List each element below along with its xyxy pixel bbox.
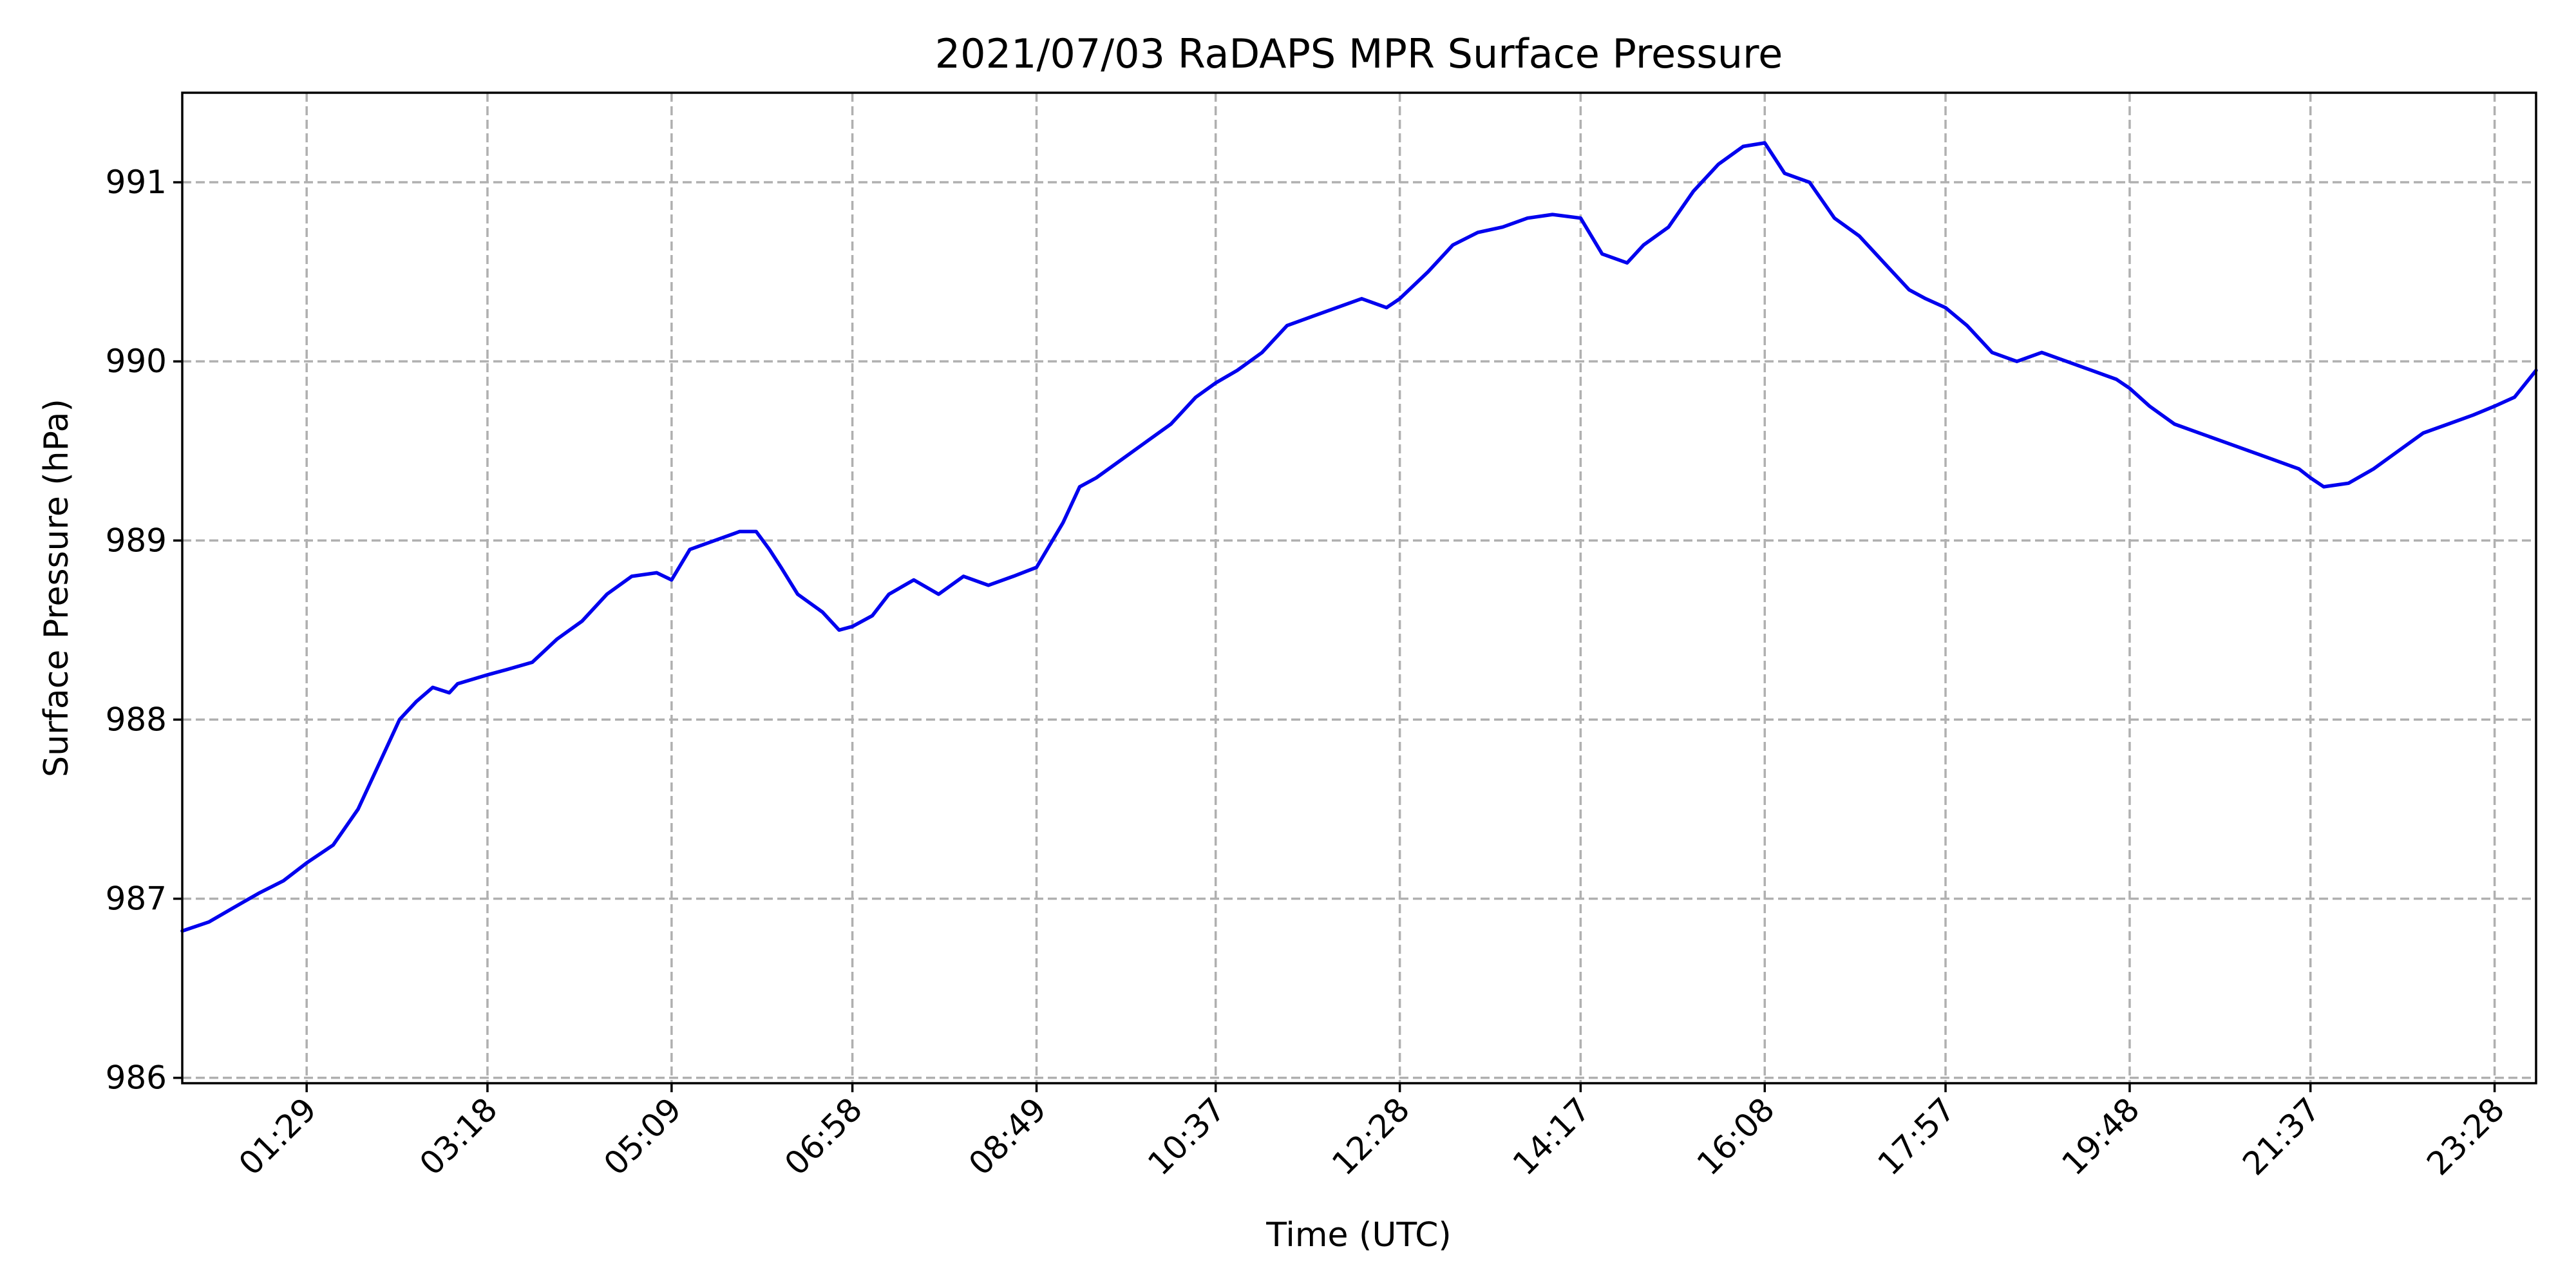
x-axis-ticks: 01:29 03:18 05:09 06:58 08:49 10:37 12:28 14:17… bbox=[232, 1083, 2512, 1182]
y-tick-label-2: 988 bbox=[106, 701, 167, 738]
grid-lines bbox=[182, 93, 2536, 1083]
y-tick-label-0: 986 bbox=[106, 1059, 167, 1097]
chart-title: 2021/07/03 RaDAPS MPR Surface Pressure bbox=[935, 30, 1783, 77]
y-tick-label-5: 991 bbox=[106, 164, 167, 201]
x-axis-label: Time (UTC) bbox=[1265, 1216, 1451, 1255]
x-tick-label-8: 16:08 bbox=[1690, 1090, 1782, 1182]
x-tick-label-5: 10:37 bbox=[1141, 1090, 1233, 1182]
x-tick-label-10: 19:48 bbox=[2055, 1090, 2147, 1182]
x-tick-label-6: 12:28 bbox=[1325, 1090, 1417, 1182]
y-axis-ticks: 986 987 988 989 990 991 bbox=[106, 164, 182, 1097]
x-tick-label-7: 14:17 bbox=[1506, 1090, 1598, 1182]
x-tick-label-2: 05:09 bbox=[596, 1090, 688, 1182]
y-axis-label: Surface Pressure (hPa) bbox=[37, 399, 76, 777]
plot-frame bbox=[181, 91, 2537, 1084]
x-tick-label-11: 21:37 bbox=[2235, 1090, 2327, 1182]
x-tick-label-0: 01:29 bbox=[232, 1090, 324, 1182]
series-layer bbox=[180, 141, 2538, 933]
x-tick-label-12: 23:28 bbox=[2420, 1090, 2512, 1182]
y-tick-label-3: 989 bbox=[106, 522, 167, 559]
x-tick-label-1: 03:18 bbox=[413, 1090, 505, 1182]
x-tick-label-4: 08:49 bbox=[961, 1090, 1054, 1182]
y-tick-label-4: 990 bbox=[106, 343, 167, 380]
pressure-series-line-0 bbox=[180, 141, 2538, 933]
y-tick-label-1: 987 bbox=[106, 880, 167, 918]
x-tick-label-9: 17:57 bbox=[1871, 1090, 1963, 1182]
x-tick-label-3: 06:58 bbox=[777, 1090, 869, 1182]
